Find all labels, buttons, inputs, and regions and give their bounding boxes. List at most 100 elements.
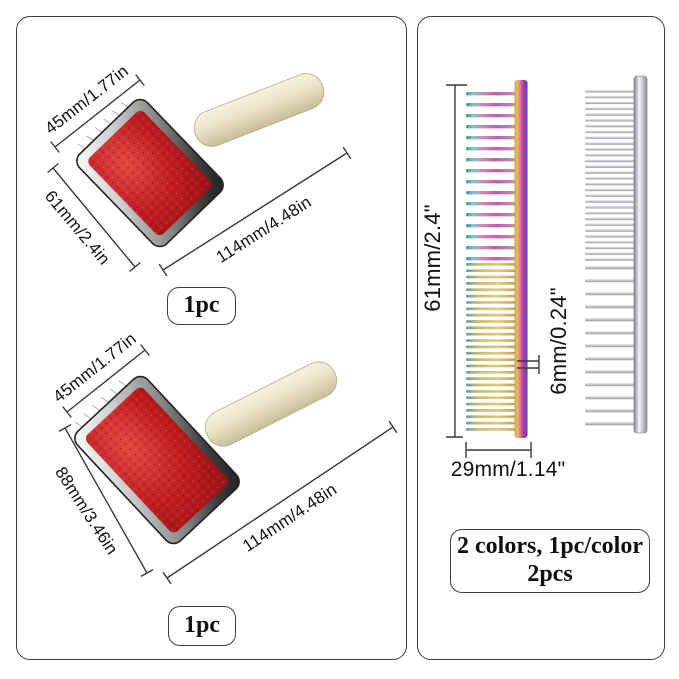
comb-tooth (466, 282, 516, 285)
comb-tooth (466, 257, 516, 261)
comb-tooth (585, 113, 636, 116)
comb-tooth (585, 159, 636, 163)
comb-tooth (466, 158, 516, 162)
comb-dimension-lines (446, 84, 540, 458)
combs-quantity-badge: 2 colors, 1pc/color 2pcs (450, 529, 650, 593)
comb-tooth (466, 377, 516, 380)
comb-tooth (585, 223, 636, 226)
rainbow-comb-fine-teeth (466, 263, 516, 431)
comb-tooth (585, 177, 636, 180)
comb-tooth (466, 213, 516, 217)
comb-tooth (585, 252, 636, 255)
comb-tooth (585, 235, 636, 238)
comb-tooth (466, 125, 516, 129)
comb-tooth (466, 288, 516, 292)
comb-tooth (466, 191, 516, 195)
comb-tooth (585, 318, 636, 322)
comb-tooth (585, 240, 636, 244)
comb-tooth (585, 292, 636, 296)
comb-tooth (585, 357, 636, 361)
comb-tooth (466, 136, 516, 140)
comb-tooth (466, 339, 516, 342)
brush-pad-texture (88, 110, 212, 236)
badge-text: 1pc (183, 292, 220, 319)
comb-tooth (466, 224, 516, 228)
comb-tooth (466, 402, 516, 406)
brush-pins (77, 102, 129, 149)
rainbow-comb-coarse-teeth (466, 92, 516, 261)
comb-tooth (585, 217, 636, 221)
brush-pins (74, 380, 127, 428)
comb-tooth (466, 269, 516, 273)
badge-line1: 2 colors, 1pc/color (457, 533, 643, 560)
comb-tooth (466, 294, 516, 298)
comb-tooth (466, 246, 516, 250)
comb-tooth (466, 396, 516, 400)
comb-tooth (585, 136, 636, 139)
comb-tooth (466, 351, 516, 355)
comb-tooth (466, 202, 516, 206)
slicker-brush-large-photo (74, 361, 338, 545)
brush2-dimension-lines (58, 344, 398, 585)
comb-tooth (585, 211, 636, 215)
comb-tooth (585, 153, 636, 157)
comb-tooth (585, 130, 636, 134)
comb-tooth (466, 307, 516, 311)
comb-tooth (585, 171, 636, 174)
comb-tooth (466, 383, 516, 387)
brush-pad-texture (85, 387, 229, 533)
comb-tooth (466, 301, 516, 304)
comb-tooth (585, 95, 636, 99)
comb-tooth (466, 364, 516, 368)
comb-tooth (466, 169, 516, 173)
comb-tooth (466, 313, 516, 317)
comb-tooth (585, 101, 636, 105)
comb-tooth (585, 142, 636, 145)
brush2-quantity-badge: 1pc (168, 606, 236, 646)
comb-length-dimension-label: 61mm/2.4" (420, 204, 445, 312)
comb-tooth (466, 103, 516, 107)
comb-tooth (585, 182, 636, 186)
comb-tooth (585, 370, 636, 374)
comb-tooth (466, 358, 516, 361)
comb-tooth (466, 370, 516, 374)
comb-tooth (585, 422, 636, 426)
badge-text: 1pc (184, 612, 220, 639)
comb-tooth (466, 415, 516, 419)
comb-tooth (585, 409, 636, 413)
comb-tooth (466, 92, 516, 96)
comb-tooth (585, 396, 636, 400)
comb-tooth (585, 383, 636, 387)
badge-line2: 2pcs (527, 561, 573, 587)
comb-tooth (466, 114, 516, 118)
comb-tooth (466, 345, 516, 349)
comb-tooth (585, 107, 636, 110)
comb-tooth (585, 90, 636, 93)
comb-tooth (466, 263, 516, 266)
comb-tooth (585, 119, 636, 122)
comb-tooth (585, 305, 636, 309)
brush1-dimension-lines (47, 74, 352, 277)
comb-tooth (585, 331, 636, 335)
comb-pin-dimension-label: 6mm/0.24" (546, 287, 571, 395)
comb-tooth (466, 409, 516, 412)
comb-tooth (585, 229, 636, 232)
comb-tooth (466, 235, 516, 239)
comb-tooth (585, 246, 636, 250)
comb-tooth (466, 320, 516, 323)
rainbow-comb-photo (466, 80, 528, 438)
comb-tooth (585, 344, 636, 348)
comb-tooth (585, 124, 636, 128)
comb-tooth (466, 390, 516, 393)
brush1-quantity-badge: 1pc (167, 287, 236, 325)
comb-tooth (585, 258, 636, 261)
comb-tooth (585, 279, 636, 283)
comb-tooth (585, 206, 636, 209)
comb-tooth (466, 147, 516, 151)
slicker-brush-small-photo (76, 73, 325, 248)
rainbow-comb-spine (514, 80, 528, 438)
comb-tooth (466, 326, 516, 330)
comb-tooth (585, 148, 636, 151)
